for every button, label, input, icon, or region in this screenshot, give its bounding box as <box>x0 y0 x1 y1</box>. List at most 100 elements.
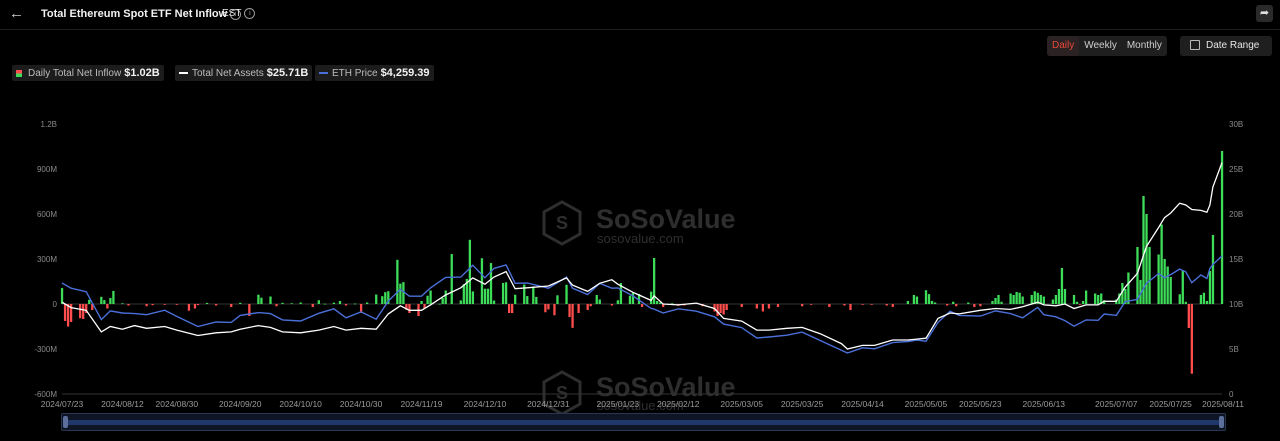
inflow-bar <box>248 304 251 316</box>
inflow-bar <box>465 278 468 304</box>
range-weekly-button[interactable]: Weekly <box>1084 40 1117 51</box>
inflow-bar <box>1015 292 1018 304</box>
inflow-bar <box>1084 290 1088 304</box>
inflow-bar <box>1190 304 1193 374</box>
inflow-bar <box>1103 300 1106 304</box>
inflow-bar <box>571 304 574 328</box>
inflow-bar <box>1178 294 1181 304</box>
inflow-bar <box>205 302 209 304</box>
x-tick-label: 2024/08/30 <box>156 399 199 409</box>
x-tick-label: 2025/03/25 <box>781 399 824 409</box>
inflow-bar <box>417 304 420 316</box>
inflow-bar <box>480 258 484 304</box>
inflow-bar <box>933 302 937 304</box>
y-right-tick-label: 25B <box>1229 165 1243 174</box>
inflow-bar <box>103 300 106 304</box>
share-icon[interactable]: ➦ <box>1256 5 1273 22</box>
inflow-bar <box>423 304 426 309</box>
inflow-bar <box>801 304 804 307</box>
legend-inflow[interactable]: Daily Total Net Inflow $1.02B <box>12 65 164 81</box>
scroll-handle-left[interactable] <box>63 416 68 428</box>
inflow-bar <box>1145 214 1148 304</box>
y-left-tick-label: -600M <box>34 390 57 399</box>
inflow-bar <box>843 304 846 306</box>
inflow-bar <box>532 286 535 304</box>
inflow-bar <box>616 300 620 304</box>
info-icon[interactable]: i <box>230 8 242 20</box>
net-assets-line <box>61 162 1223 350</box>
y-left-tick-label: -300M <box>34 345 57 354</box>
inflow-bar <box>755 304 758 309</box>
inflow-bar <box>740 304 743 307</box>
inflow-bar <box>239 302 242 304</box>
inflow-bar <box>299 302 302 304</box>
inflow-bar <box>193 304 197 309</box>
inflow-bar <box>471 291 475 304</box>
watermark-brand-2: SoSoValue <box>596 372 736 402</box>
inflow-bar <box>767 304 771 309</box>
inflow-bar <box>375 294 378 304</box>
inflow-bar <box>1060 268 1064 304</box>
inflow-bar <box>405 304 408 310</box>
top-bar: ← Total Ethereum Spot ETF Net Inflow i ES… <box>0 0 1280 30</box>
inflow-bar <box>1202 292 1206 304</box>
watermark-bottom: S SoSoValue sosovalue.com <box>542 370 736 416</box>
x-tick-label: 2024/07/23 <box>41 399 84 409</box>
inflow-bar <box>997 295 1000 304</box>
price-swatch <box>319 72 328 75</box>
x-tick-label: 2025/04/14 <box>841 399 884 409</box>
inflow-bar <box>906 301 910 304</box>
x-tick-label: 2025/05/23 <box>959 399 1002 409</box>
back-arrow-icon[interactable]: ← <box>9 5 24 22</box>
y-right-tick-label: 15B <box>1229 255 1243 264</box>
inflow-bar <box>66 304 70 327</box>
inflow-bar <box>384 292 387 304</box>
inflow-bar <box>91 304 94 310</box>
inflow-bar <box>1042 296 1045 304</box>
inflow-bar <box>640 304 644 307</box>
inflow-bar <box>121 303 124 305</box>
y-right-tick-label: 20B <box>1229 210 1243 219</box>
date-range-button[interactable]: Date Range <box>1180 36 1272 56</box>
inflow-bar <box>1036 292 1039 304</box>
scroller-preview <box>64 420 1223 425</box>
inflow-bar <box>145 304 148 307</box>
timezone-info-icon[interactable]: i <box>244 8 256 19</box>
watermark-group: S SoSoValue sosovalue.com S SoSoValue so… <box>542 200 736 416</box>
inflow-bar <box>523 284 526 304</box>
legend-inflow-value: $1.02B <box>124 67 160 79</box>
range-daily-button[interactable]: Daily <box>1047 36 1080 56</box>
range-scroller[interactable] <box>61 413 1226 431</box>
inflow-bar <box>85 304 88 313</box>
inflow-bar <box>127 304 130 306</box>
inflow-bar <box>1163 259 1166 304</box>
x-tick-label: 2025/07/25 <box>1149 399 1192 409</box>
inflow-bar <box>952 301 955 304</box>
inflow-bar <box>82 304 85 319</box>
x-tick-label: 2025/01/23 <box>597 399 640 409</box>
inflow-bar <box>359 304 363 313</box>
inflow-bar <box>1124 289 1127 304</box>
inflow-bar <box>915 296 919 304</box>
y-right-tick-label: 10B <box>1229 300 1243 309</box>
inflow-bar <box>619 283 623 304</box>
inflow-bar <box>163 304 166 305</box>
range-monthly-button[interactable]: Monthly <box>1126 40 1162 51</box>
scroll-handle-right[interactable] <box>1219 416 1224 428</box>
inflow-bar <box>577 304 580 313</box>
legend-price-value: $4,259.39 <box>380 67 430 79</box>
inflow-bar <box>994 298 997 304</box>
inflow-bar <box>444 290 447 304</box>
legend-assets[interactable]: Total Net Assets $25.71B <box>175 65 313 81</box>
inflow-bar <box>912 295 916 304</box>
inflow-bar <box>870 304 873 305</box>
legend-price[interactable]: ETH Price $4,259.39 <box>315 65 434 81</box>
watermark-logo-icon-2: S <box>542 370 582 416</box>
inflow-bar <box>196 304 200 306</box>
inflow-bar <box>468 239 472 304</box>
inflow-bar <box>366 302 369 304</box>
inflow-swatch <box>16 69 22 77</box>
header-divider <box>0 29 1280 30</box>
inflow-bar <box>924 290 928 304</box>
x-tick-label: 2024/08/12 <box>101 399 144 409</box>
